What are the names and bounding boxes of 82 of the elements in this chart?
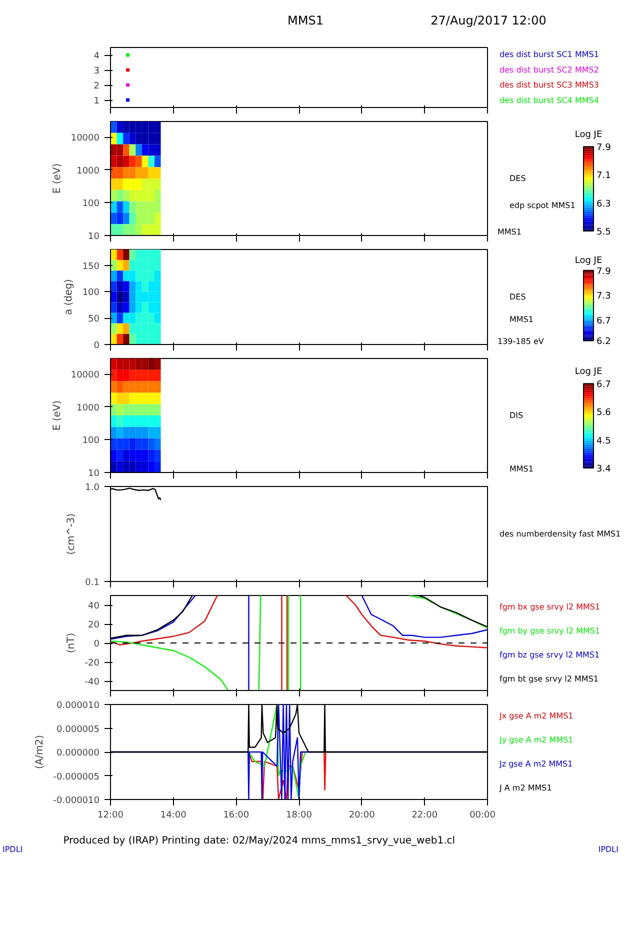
y-tick-label: 100 <box>82 199 100 210</box>
y-tick-label: 1000 <box>76 166 100 176</box>
y-tick-label: 20 <box>88 620 100 630</box>
y-tick-label: 10000 <box>70 370 100 381</box>
text: fgm bx gse srvy l2 MMS1 <box>500 602 600 612</box>
x-tick-label: 22:00 <box>412 810 438 820</box>
y-axis-title: E (eV) <box>52 163 63 194</box>
color-bar-label: 7.1 <box>596 171 611 182</box>
x-tick-label: 20:00 <box>348 810 376 820</box>
text: edp scpot MMS1 <box>510 200 576 210</box>
color-bar-label: 6.7 <box>596 316 611 327</box>
text: des dist burst SC2 MMS2 <box>500 65 599 74</box>
x-tick-label: 00:00 <box>470 810 496 820</box>
color-bar-label: 6.7 <box>596 380 611 390</box>
text: IPDLI <box>2 844 23 854</box>
y-tick-label: -20 <box>84 658 100 668</box>
y-tick-label: 0 <box>94 341 100 351</box>
x-tick-label: 16:00 <box>223 810 250 820</box>
y-tick-label: 1.0 <box>85 483 100 493</box>
color-bar-title: Log JE <box>574 130 602 140</box>
y-tick-label: 10 <box>88 232 100 242</box>
y-tick-label: 4 <box>94 52 100 62</box>
color-bar-label: 7.9 <box>596 266 612 277</box>
text: DES <box>510 174 526 183</box>
y-tick-label: 0.000005 <box>56 724 100 735</box>
text: DES <box>510 292 526 302</box>
color-bar-label: 7.3 <box>596 292 611 302</box>
text: des dist burst SC4 MMS4 <box>500 96 599 105</box>
y-tick-label: 150 <box>82 262 100 272</box>
text: MMS1 <box>510 464 534 474</box>
chart-title: MMS1 <box>288 14 324 28</box>
y-axis-title: E (eV) <box>52 400 63 431</box>
color-bar-label: 7.9 <box>596 143 612 154</box>
text: des numberdensity fast MMS1 <box>500 530 621 538</box>
y-tick-label: 0.1 <box>85 578 100 588</box>
text: 139-185 eV <box>498 337 544 346</box>
y-tick-label: -0.000010 <box>53 796 100 806</box>
color-bar-title: Log JE <box>574 256 602 266</box>
chart-subtitle: 27/Aug/2017 12:00 <box>430 14 546 28</box>
y-tick-label: 2 <box>94 82 100 92</box>
x-tick-label: 18:00 <box>286 810 312 820</box>
y-axis-title: a (deg) <box>63 278 74 315</box>
text: des dist burst SC3 MMS3 <box>500 80 599 90</box>
y-tick-label: 10 <box>88 469 100 479</box>
color-bar-label: 4.5 <box>596 436 611 446</box>
y-tick-label: 0 <box>94 640 100 650</box>
text: MMS1 <box>510 314 534 324</box>
y-tick-label: 50 <box>88 314 100 325</box>
color-bar-title: Log JE <box>574 367 602 378</box>
y-axis-title: (A/m2) <box>34 734 46 770</box>
text: MMS1 <box>498 228 522 237</box>
y-tick-label: -40 <box>84 678 100 688</box>
y-tick-label: 10000 <box>70 134 100 144</box>
text: fgm bz gse srvy l2 MMS1 <box>500 650 600 660</box>
y-tick-label: 100 <box>82 288 100 298</box>
text: IPDLI <box>598 844 619 854</box>
y-tick-label: 1000 <box>76 403 100 414</box>
color-bar-label: 6.3 <box>596 199 611 210</box>
text: DIS <box>510 411 524 420</box>
text: Produced by (IRAP) Printing date: 02/May/2024 mms_mms1_srvy_vue_web1.cl <box>63 835 456 846</box>
y-tick-label: 40 <box>88 602 100 612</box>
y-tick-label: 100 <box>82 436 100 446</box>
text: Jx gse A m2 MMS1 <box>498 711 574 720</box>
series-label: Jy gse A m2 MMS1 <box>498 735 574 744</box>
color-bar-label: 6.2 <box>596 337 611 348</box>
y-tick-label: 0.000010 <box>56 701 100 711</box>
series-label: Jz gse A m2 MMS1 <box>498 760 573 769</box>
y-tick-label: 0.000000 <box>56 748 100 758</box>
y-tick-label: -0.000005 <box>53 772 100 782</box>
text: J A m2 MMS1 <box>498 784 552 793</box>
x-tick-label: 12:00 <box>98 810 124 820</box>
text: des dist burst SC1 MMS1 <box>500 50 599 60</box>
y-tick-label: 3 <box>94 66 100 76</box>
text: fgm bt gse srvy l2 MMS1 <box>500 674 598 684</box>
x-tick-label: 14:00 <box>160 810 187 820</box>
series-label: fgm by gse srvy l2 MMS1 <box>500 626 600 636</box>
color-bar-label: 5.5 <box>596 227 611 238</box>
y-axis-title: (cm^-3) <box>66 513 78 555</box>
y-axis-title: (nT) <box>66 632 77 654</box>
y-tick-label: 1 <box>94 96 100 106</box>
color-bar-label: 3.4 <box>596 464 612 474</box>
color-bar-label: 5.6 <box>596 408 612 418</box>
